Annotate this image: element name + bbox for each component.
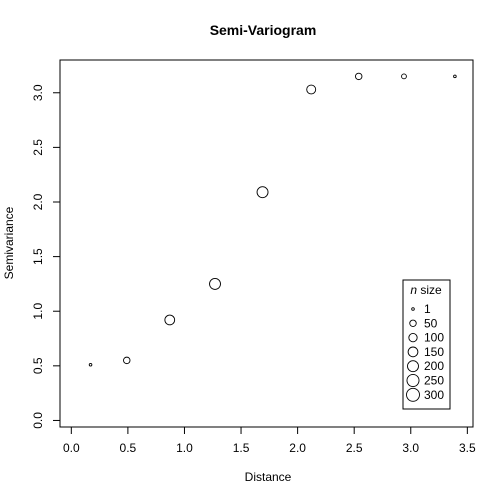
x-tick-label: 2.0 bbox=[289, 441, 306, 455]
legend-label: 50 bbox=[424, 316, 438, 330]
legend-symbol bbox=[408, 332, 418, 343]
legend-label: 100 bbox=[424, 331, 444, 345]
data-points bbox=[88, 72, 457, 367]
x-tick-label: 3.5 bbox=[459, 441, 476, 455]
legend-title-n: n bbox=[410, 283, 417, 297]
y-tick-label: 0.0 bbox=[31, 412, 45, 429]
data-point bbox=[88, 362, 93, 367]
data-point bbox=[453, 74, 457, 79]
legend-symbol bbox=[406, 387, 420, 402]
legend-symbol bbox=[411, 307, 415, 311]
y-tick-label: 1.5 bbox=[31, 248, 45, 265]
legend-symbol bbox=[406, 374, 420, 387]
legend-label: 200 bbox=[424, 359, 444, 373]
y-tick-label: 0.5 bbox=[31, 357, 45, 374]
y-axis: 0.0 0.5 1.0 1.5 2.0 2.5 3.0 bbox=[31, 84, 61, 429]
data-point bbox=[256, 186, 269, 199]
legend-label: 150 bbox=[424, 345, 444, 359]
legend-symbol bbox=[407, 346, 419, 358]
legend-label: 1 bbox=[424, 302, 431, 316]
x-tick-label: 0.0 bbox=[63, 441, 80, 455]
y-axis-label: Semivariance bbox=[2, 206, 16, 279]
legend-symbol bbox=[407, 360, 419, 373]
legend-label: 250 bbox=[424, 374, 444, 388]
data-point bbox=[209, 277, 221, 290]
legend-title-size: size bbox=[417, 283, 442, 297]
data-point bbox=[306, 84, 317, 95]
x-axis: 0.0 0.5 1.0 1.5 2.0 2.5 3.0 3.5 bbox=[63, 426, 476, 455]
x-axis-label: Distance bbox=[245, 470, 292, 484]
data-point bbox=[355, 72, 363, 81]
legend-symbol bbox=[409, 319, 417, 327]
y-tick-label: 2.5 bbox=[31, 139, 45, 156]
x-tick-label: 3.0 bbox=[402, 441, 419, 455]
data-point bbox=[123, 356, 131, 365]
legend-label: 300 bbox=[424, 388, 444, 402]
x-tick-label: 2.5 bbox=[346, 441, 363, 455]
legend-title: n size bbox=[410, 283, 442, 297]
y-tick-label: 3.0 bbox=[31, 84, 45, 101]
data-point bbox=[164, 314, 176, 326]
x-tick-label: 0.5 bbox=[120, 441, 137, 455]
data-point bbox=[401, 73, 407, 80]
y-tick-label: 2.0 bbox=[31, 193, 45, 210]
y-tick-label: 1.0 bbox=[31, 303, 45, 320]
x-tick-label: 1.0 bbox=[176, 441, 193, 455]
x-tick-label: 1.5 bbox=[233, 441, 250, 455]
chart-title: Semi-Variogram bbox=[210, 22, 317, 38]
legend-box bbox=[402, 279, 451, 410]
